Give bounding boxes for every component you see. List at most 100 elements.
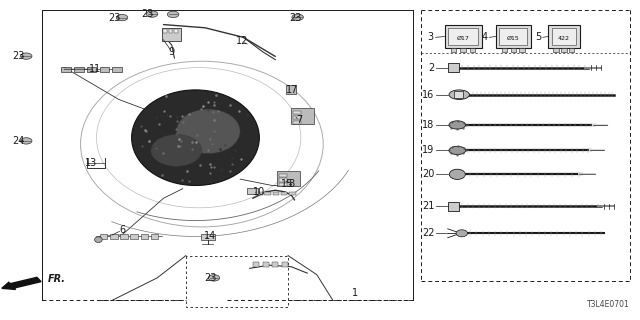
Bar	[272, 262, 278, 267]
Bar	[61, 67, 71, 72]
Text: 18: 18	[422, 120, 435, 130]
Bar	[74, 67, 84, 72]
Text: 14: 14	[204, 231, 216, 242]
Bar	[520, 49, 525, 52]
Ellipse shape	[116, 14, 128, 21]
Bar	[502, 49, 507, 52]
Bar	[449, 28, 477, 45]
Bar	[253, 262, 259, 267]
Bar	[256, 192, 262, 196]
Bar	[162, 28, 180, 41]
FancyArrow shape	[2, 277, 41, 290]
Bar	[470, 49, 475, 52]
Text: 23: 23	[12, 52, 25, 61]
Bar	[293, 121, 301, 124]
Ellipse shape	[132, 90, 259, 186]
Text: 6: 6	[119, 225, 125, 235]
Ellipse shape	[147, 11, 158, 17]
Bar	[200, 234, 214, 240]
Text: Ø17: Ø17	[456, 36, 470, 41]
Bar	[264, 192, 271, 196]
Text: FR.: FR.	[47, 274, 65, 284]
Text: Ø15: Ø15	[507, 36, 520, 41]
Ellipse shape	[20, 53, 32, 59]
Text: 10: 10	[253, 187, 265, 197]
Bar	[570, 49, 575, 52]
Ellipse shape	[176, 109, 240, 154]
Text: 12: 12	[236, 36, 248, 46]
Bar	[246, 188, 258, 195]
Bar	[279, 174, 287, 177]
Text: 13: 13	[85, 158, 97, 168]
Bar	[141, 234, 148, 239]
Bar	[273, 192, 279, 196]
Bar	[289, 192, 296, 196]
Bar	[454, 92, 463, 98]
Text: 23: 23	[289, 13, 302, 23]
Bar	[448, 202, 460, 211]
Text: 24: 24	[12, 136, 25, 146]
Bar	[163, 29, 167, 33]
Bar	[291, 108, 314, 124]
Bar	[445, 25, 481, 49]
Ellipse shape	[95, 237, 102, 243]
Bar	[100, 234, 108, 239]
Bar	[554, 49, 559, 52]
Text: 23: 23	[108, 13, 120, 23]
Bar	[548, 25, 580, 49]
Bar	[279, 183, 287, 187]
Text: T3L4E0701: T3L4E0701	[587, 300, 630, 309]
Text: 2: 2	[428, 63, 435, 73]
Ellipse shape	[208, 275, 220, 281]
Text: 20: 20	[422, 169, 435, 179]
Ellipse shape	[449, 169, 465, 180]
Text: 5: 5	[534, 32, 541, 42]
Bar	[120, 234, 128, 239]
Bar	[561, 49, 566, 52]
Ellipse shape	[168, 11, 179, 18]
Bar	[113, 67, 122, 72]
Bar	[448, 63, 460, 72]
Ellipse shape	[456, 230, 467, 237]
Ellipse shape	[449, 121, 466, 129]
Ellipse shape	[20, 138, 32, 144]
Text: 4: 4	[481, 32, 487, 42]
Bar	[552, 28, 576, 45]
Bar	[131, 234, 138, 239]
Bar	[282, 262, 288, 267]
Bar	[293, 116, 301, 119]
Bar	[174, 29, 178, 33]
Text: 422: 422	[558, 36, 570, 41]
Ellipse shape	[449, 90, 469, 100]
Ellipse shape	[449, 146, 466, 155]
Text: 3: 3	[428, 32, 434, 42]
Text: 7: 7	[296, 115, 303, 125]
Bar	[100, 67, 109, 72]
Bar	[286, 85, 296, 94]
Bar	[451, 49, 456, 52]
Text: 9: 9	[169, 47, 175, 57]
Text: 8: 8	[288, 179, 294, 189]
Bar	[87, 67, 97, 72]
Text: 1: 1	[352, 288, 358, 298]
Bar	[293, 111, 301, 115]
Text: 11: 11	[89, 64, 101, 74]
Text: 22: 22	[422, 228, 435, 238]
Bar	[281, 192, 287, 196]
Bar	[151, 234, 159, 239]
Bar	[262, 262, 269, 267]
Text: 23: 23	[204, 273, 216, 283]
Text: 15: 15	[280, 179, 293, 189]
Bar	[110, 234, 118, 239]
Bar	[499, 28, 527, 45]
Text: 17: 17	[285, 85, 298, 95]
Bar	[495, 25, 531, 49]
Bar	[279, 179, 287, 182]
Ellipse shape	[292, 14, 303, 20]
Text: 19: 19	[422, 146, 435, 156]
Bar	[169, 29, 173, 33]
Bar	[277, 171, 300, 187]
Bar	[461, 49, 466, 52]
Ellipse shape	[151, 134, 202, 166]
Text: 16: 16	[422, 90, 435, 100]
